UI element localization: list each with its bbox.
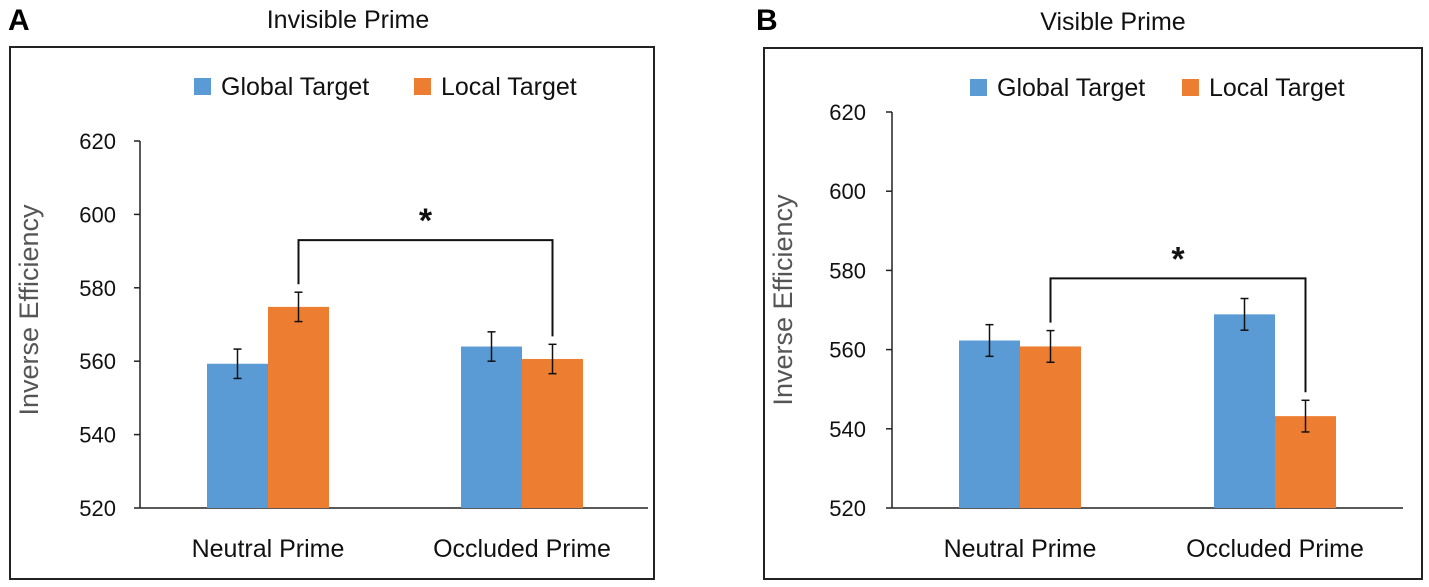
panel-b-y-tick-label: 520: [829, 496, 866, 521]
panel-a-y-tick-label: 600: [79, 202, 116, 227]
panel-b-bar-global-target-1: [1214, 314, 1275, 508]
panel-b-significance-star: *: [1171, 240, 1185, 278]
panel-b-legend-swatch-local-target: [1182, 79, 1199, 96]
panel-b-y-tick-label: 620: [829, 100, 866, 125]
panel-a-bar-local-target-0: [268, 306, 329, 508]
panel-b-label: B: [756, 4, 778, 37]
panel-a-significance-bracket: [297, 239, 554, 337]
panel-b-significance-bracket: [1049, 277, 1307, 393]
panel-b-x-tick-label: Occluded Prime: [1186, 535, 1364, 563]
panel-a-title: Invisible Prime: [266, 6, 430, 34]
panel-a-y-tick-label: 540: [79, 423, 116, 448]
panel-a-y-tick-label: 520: [79, 496, 116, 521]
panel-a-legend-swatch-local-target: [414, 78, 431, 95]
panel-a-y-tick-label: 560: [79, 349, 116, 374]
panel-a-significance-star: *: [419, 202, 433, 240]
panel-a-x-tick-label: Occluded Prime: [433, 535, 611, 563]
panel-b-legend-swatch-global-target: [970, 79, 987, 96]
panel-a-legend-swatch-global-target: [194, 78, 211, 95]
panel-b-y-axis-title: Inverse Efficiency: [768, 194, 798, 406]
panel-a-y-tick-label: 580: [79, 276, 116, 301]
panel-b-bar-local-target-0: [1020, 346, 1081, 508]
panel-a-bar-local-target-1: [522, 358, 583, 508]
panel-b-legend-label-local-target: Local Target: [1209, 74, 1345, 102]
panel-b-y-tick-label: 580: [829, 258, 866, 283]
panel-a-legend-label-global-target: Global Target: [221, 73, 369, 101]
panel-a-label: A: [8, 4, 30, 37]
panel-b-bar-global-target-0: [959, 340, 1020, 508]
panel-b-title: Visible Prime: [1040, 8, 1186, 36]
panel-b-x-tick-label: Neutral Prime: [944, 535, 1097, 563]
panel-a-x-tick-label: Neutral Prime: [192, 535, 345, 563]
panel-a-bar-global-target-1: [461, 346, 522, 508]
panel-b-y-tick-label: 600: [829, 179, 866, 204]
panel-a-bar-global-target-0: [207, 363, 268, 508]
panel-b-y-tick-label: 540: [829, 417, 866, 442]
panel-a-y-tick-label: 620: [79, 129, 116, 154]
panel-a-y-axis-title: Inverse Efficiency: [14, 204, 44, 416]
panel-a-legend-label-local-target: Local Target: [441, 73, 577, 101]
panel-b-legend-label-global-target: Global Target: [997, 74, 1145, 102]
panel-b-y-tick-label: 560: [829, 338, 866, 363]
